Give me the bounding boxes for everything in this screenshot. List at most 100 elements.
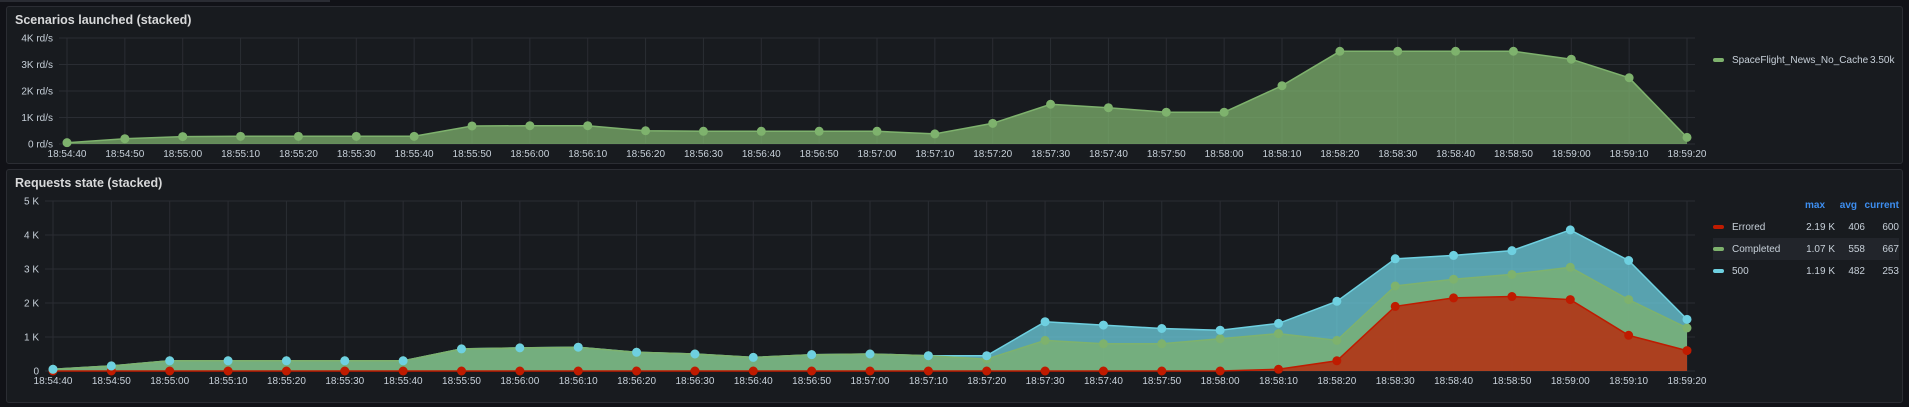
x-tick-label: 18:57:00 <box>851 376 890 387</box>
legend-current: 600 <box>1882 221 1899 233</box>
x-tick-label: 18:56:30 <box>684 149 723 160</box>
data-point <box>1332 335 1342 345</box>
x-tick-label: 18:55:20 <box>267 376 306 387</box>
data-point <box>632 366 642 376</box>
x-tick-label: 18:57:20 <box>973 149 1012 160</box>
x-tick-label: 18:54:40 <box>48 149 87 160</box>
panel-title[interactable]: Requests state (stacked) <box>15 176 163 190</box>
x-tick-label: 18:54:40 <box>34 376 73 387</box>
legend-item-completed[interactable]: Completed 1.07 K 558 667 <box>1713 238 1899 260</box>
data-point <box>814 126 824 136</box>
legend-item-spaceflight[interactable]: SpaceFlight_News_No_Cache 3.50k <box>1713 49 1901 71</box>
data-point <box>641 126 651 136</box>
data-point <box>930 129 940 139</box>
legend-header-max[interactable]: max <box>1804 200 1825 211</box>
data-point <box>223 366 233 376</box>
data-point <box>748 366 758 376</box>
data-point <box>178 132 188 142</box>
data-point <box>515 343 525 353</box>
data-point <box>340 356 350 366</box>
x-tick-label: 18:56:20 <box>617 376 656 387</box>
data-point <box>1274 329 1283 339</box>
x-tick-label: 18:58:40 <box>1436 149 1475 160</box>
legend-max: 2.19 K <box>1806 221 1835 233</box>
data-point <box>48 364 58 374</box>
legend-header-current[interactable]: current <box>1864 200 1899 211</box>
data-point <box>1274 364 1283 374</box>
data-point <box>1390 281 1400 291</box>
y-tick-label: 4K rd/s <box>21 34 53 45</box>
data-point <box>573 342 583 352</box>
x-tick-label: 18:56:20 <box>626 149 665 160</box>
legend-header: max avg current <box>1713 200 1899 216</box>
x-tick-label: 18:55:20 <box>279 149 318 160</box>
y-tick-label: 1K rd/s <box>21 113 53 124</box>
data-point <box>398 366 408 376</box>
data-point <box>1277 81 1287 91</box>
data-point <box>106 361 116 371</box>
x-tick-label: 18:59:10 <box>1610 149 1649 160</box>
data-point <box>515 366 525 376</box>
x-tick-label: 18:59:20 <box>1668 149 1707 160</box>
series-area-spaceflight-news-no-cache <box>67 51 1687 144</box>
legend-current: 253 <box>1882 265 1899 277</box>
series-area-errored <box>53 296 1687 371</box>
x-tick-label: 18:57:00 <box>858 149 897 160</box>
data-point <box>281 366 291 376</box>
y-tick-label: 3 K <box>24 265 39 276</box>
data-point <box>1098 320 1108 330</box>
x-tick-label: 18:55:10 <box>221 149 260 160</box>
x-tick-label: 18:57:40 <box>1089 149 1128 160</box>
x-tick-label: 18:58:20 <box>1320 149 1359 160</box>
scenarios-panel: Scenarios launched (stacked) 0 rd/s 1K rd… <box>6 6 1903 164</box>
data-point <box>409 131 419 141</box>
data-point <box>293 131 303 141</box>
legend-avg: 558 <box>1848 243 1865 255</box>
y-tick-label: 4 K <box>24 231 39 242</box>
data-point <box>923 351 933 361</box>
x-tick-label: 18:57:20 <box>967 376 1006 387</box>
data-point <box>865 366 875 376</box>
scenarios-legend: SpaceFlight_News_No_Cache 3.50k <box>1713 49 1901 71</box>
data-point <box>525 121 535 131</box>
data-point <box>457 366 466 376</box>
x-tick-label: 18:55:30 <box>325 376 364 387</box>
scenarios-chart: 0 rd/s 1K rd/s 2K rd/s 3K rd/s 4K rd/s 18:54:… <box>21 34 1707 161</box>
x-tick-label: 18:55:40 <box>395 149 434 160</box>
x-tick-label: 18:57:10 <box>909 376 948 387</box>
data-point <box>1390 254 1400 264</box>
y-tick-label: 5 K <box>24 197 39 208</box>
legend-series-name: SpaceFlight_News_No_Cache <box>1732 54 1869 66</box>
data-point <box>1161 107 1171 117</box>
data-point <box>1508 46 1518 56</box>
legend-swatch <box>1713 247 1724 251</box>
legend-item-500[interactable]: 500 1.19 K 482 253 <box>1713 260 1899 282</box>
x-tick-label: 18:58:00 <box>1205 149 1244 160</box>
legend-item-errored[interactable]: Errored 2.19 K 406 600 <box>1713 216 1899 238</box>
data-point <box>1507 246 1517 256</box>
data-point <box>1565 225 1575 235</box>
legend-current: 667 <box>1882 243 1899 255</box>
x-tick-label: 18:58:00 <box>1201 376 1240 387</box>
data-point <box>1624 256 1634 265</box>
data-point <box>457 344 466 354</box>
data-point <box>632 347 642 357</box>
data-point <box>872 126 882 136</box>
panel-title[interactable]: Scenarios launched (stacked) <box>15 13 192 27</box>
legend-header-avg[interactable]: avg <box>1839 200 1857 211</box>
data-point <box>865 349 875 359</box>
x-tick-label: 18:55:50 <box>453 149 492 160</box>
x-tick-label: 18:59:00 <box>1551 376 1590 387</box>
data-point <box>690 366 700 376</box>
data-point <box>748 352 758 362</box>
x-tick-label: 18:54:50 <box>92 376 131 387</box>
data-point <box>1624 330 1634 340</box>
requests-legend: max avg current Errored 2.19 K 406 600 C… <box>1713 200 1899 282</box>
y-tick-label: 1 K <box>24 333 39 344</box>
data-point <box>1565 262 1575 272</box>
x-tick-label: 18:58:30 <box>1378 149 1417 160</box>
data-point <box>1624 295 1634 305</box>
y-tick-label: 0 rd/s <box>28 140 53 151</box>
x-tick-label: 18:55:10 <box>209 376 248 387</box>
x-tick-label: 18:55:40 <box>384 376 423 387</box>
